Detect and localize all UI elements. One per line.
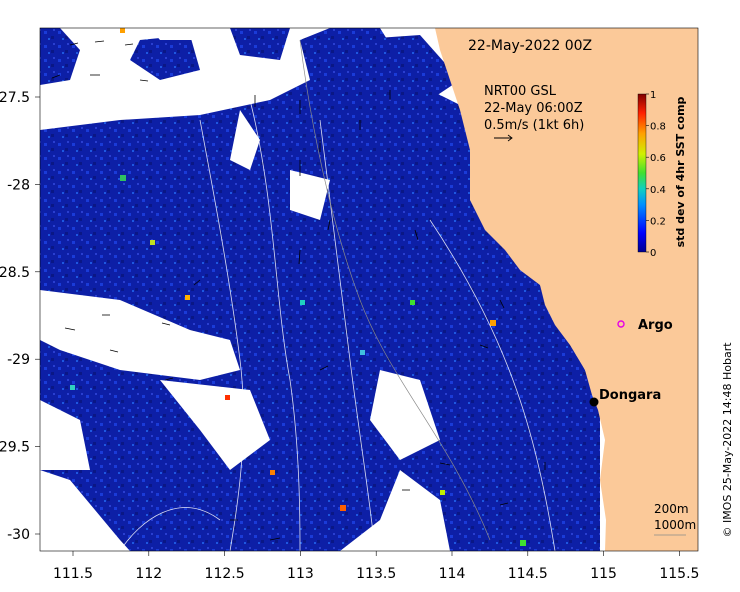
argo-float-icon <box>617 320 625 328</box>
colorbar-gradient <box>637 93 647 253</box>
colorbar-tick-label: 0.8 <box>650 122 666 133</box>
land-mass <box>435 28 698 551</box>
dongara-label: Dongara <box>599 388 661 403</box>
coastline-contour <box>299 39 491 541</box>
scale-arrow-icon <box>494 134 513 142</box>
sst-data-coverage <box>40 28 600 551</box>
x-tick-label: 113 <box>287 566 314 582</box>
y-tick-label: -29 <box>7 352 30 368</box>
x-tick-label: 111.5 <box>53 566 93 582</box>
current-scale-legend: NRT00 GSL 22-May 06:00Z 0.5m/s (1kt 6h) <box>484 84 584 142</box>
place-dongara: Dongara <box>589 388 661 407</box>
y-axis: -27.5 -28 -28.5 -29 -29.5 -30 <box>0 90 40 543</box>
x-tick-label: 112 <box>135 566 162 582</box>
current-time-label: 22-May 06:00Z <box>484 101 583 116</box>
bathymetry-contours <box>119 99 556 551</box>
current-scale-label: 0.5m/s (1kt 6h) <box>484 118 584 133</box>
y-tick-label: -29.5 <box>0 440 30 456</box>
x-tick-label: 114.5 <box>508 566 548 582</box>
y-tick-label: -28 <box>7 177 30 193</box>
y-tick-label: -27.5 <box>0 90 30 106</box>
argo-label: Argo <box>638 318 673 333</box>
x-tick-label: 114 <box>439 566 466 582</box>
map-plot-area <box>40 28 698 551</box>
colorbar-ticks: 1 0.8 0.6 0.4 0.2 0 <box>646 90 666 259</box>
current-model-label: NRT00 GSL <box>484 84 557 99</box>
x-tick-label: 113.5 <box>356 566 396 582</box>
x-axis: 111.5 112 112.5 113 113.5 114 114.5 115 115.5 <box>53 551 699 582</box>
high-variance-pixels <box>70 28 526 546</box>
colorbar: 1 0.8 0.6 0.4 0.2 0 std dev of 4hr SST comp <box>637 90 687 259</box>
imos-credit: © IMOS 25-May-2022 14:48 Hobart <box>721 342 734 538</box>
colorbar-title: std dev of 4hr SST comp <box>674 96 687 247</box>
depth-1000-label: 1000m <box>654 518 696 532</box>
current-vectors <box>51 40 546 541</box>
plot-frame <box>39 27 699 552</box>
colorbar-tick-label: 0.2 <box>650 216 666 227</box>
colorbar-tick-label: 0 <box>650 248 656 259</box>
map-timestamp: 22-May-2022 00Z <box>468 38 592 54</box>
y-tick-label: -28.5 <box>0 265 30 281</box>
y-tick-label: -30 <box>7 527 30 543</box>
town-marker-icon <box>589 397 599 407</box>
colorbar-tick-label: 0.4 <box>650 185 666 196</box>
colorbar-tick-label: 0.6 <box>650 153 666 164</box>
depth-200-label: 200m <box>654 502 689 516</box>
colorbar-tick-label: 1 <box>650 90 656 101</box>
depth-legend: 200m 1000m <box>654 502 696 536</box>
x-tick-label: 115 <box>590 566 617 582</box>
place-argo: Argo <box>617 318 673 333</box>
x-tick-label: 112.5 <box>205 566 245 582</box>
x-tick-label: 115.5 <box>659 566 699 582</box>
